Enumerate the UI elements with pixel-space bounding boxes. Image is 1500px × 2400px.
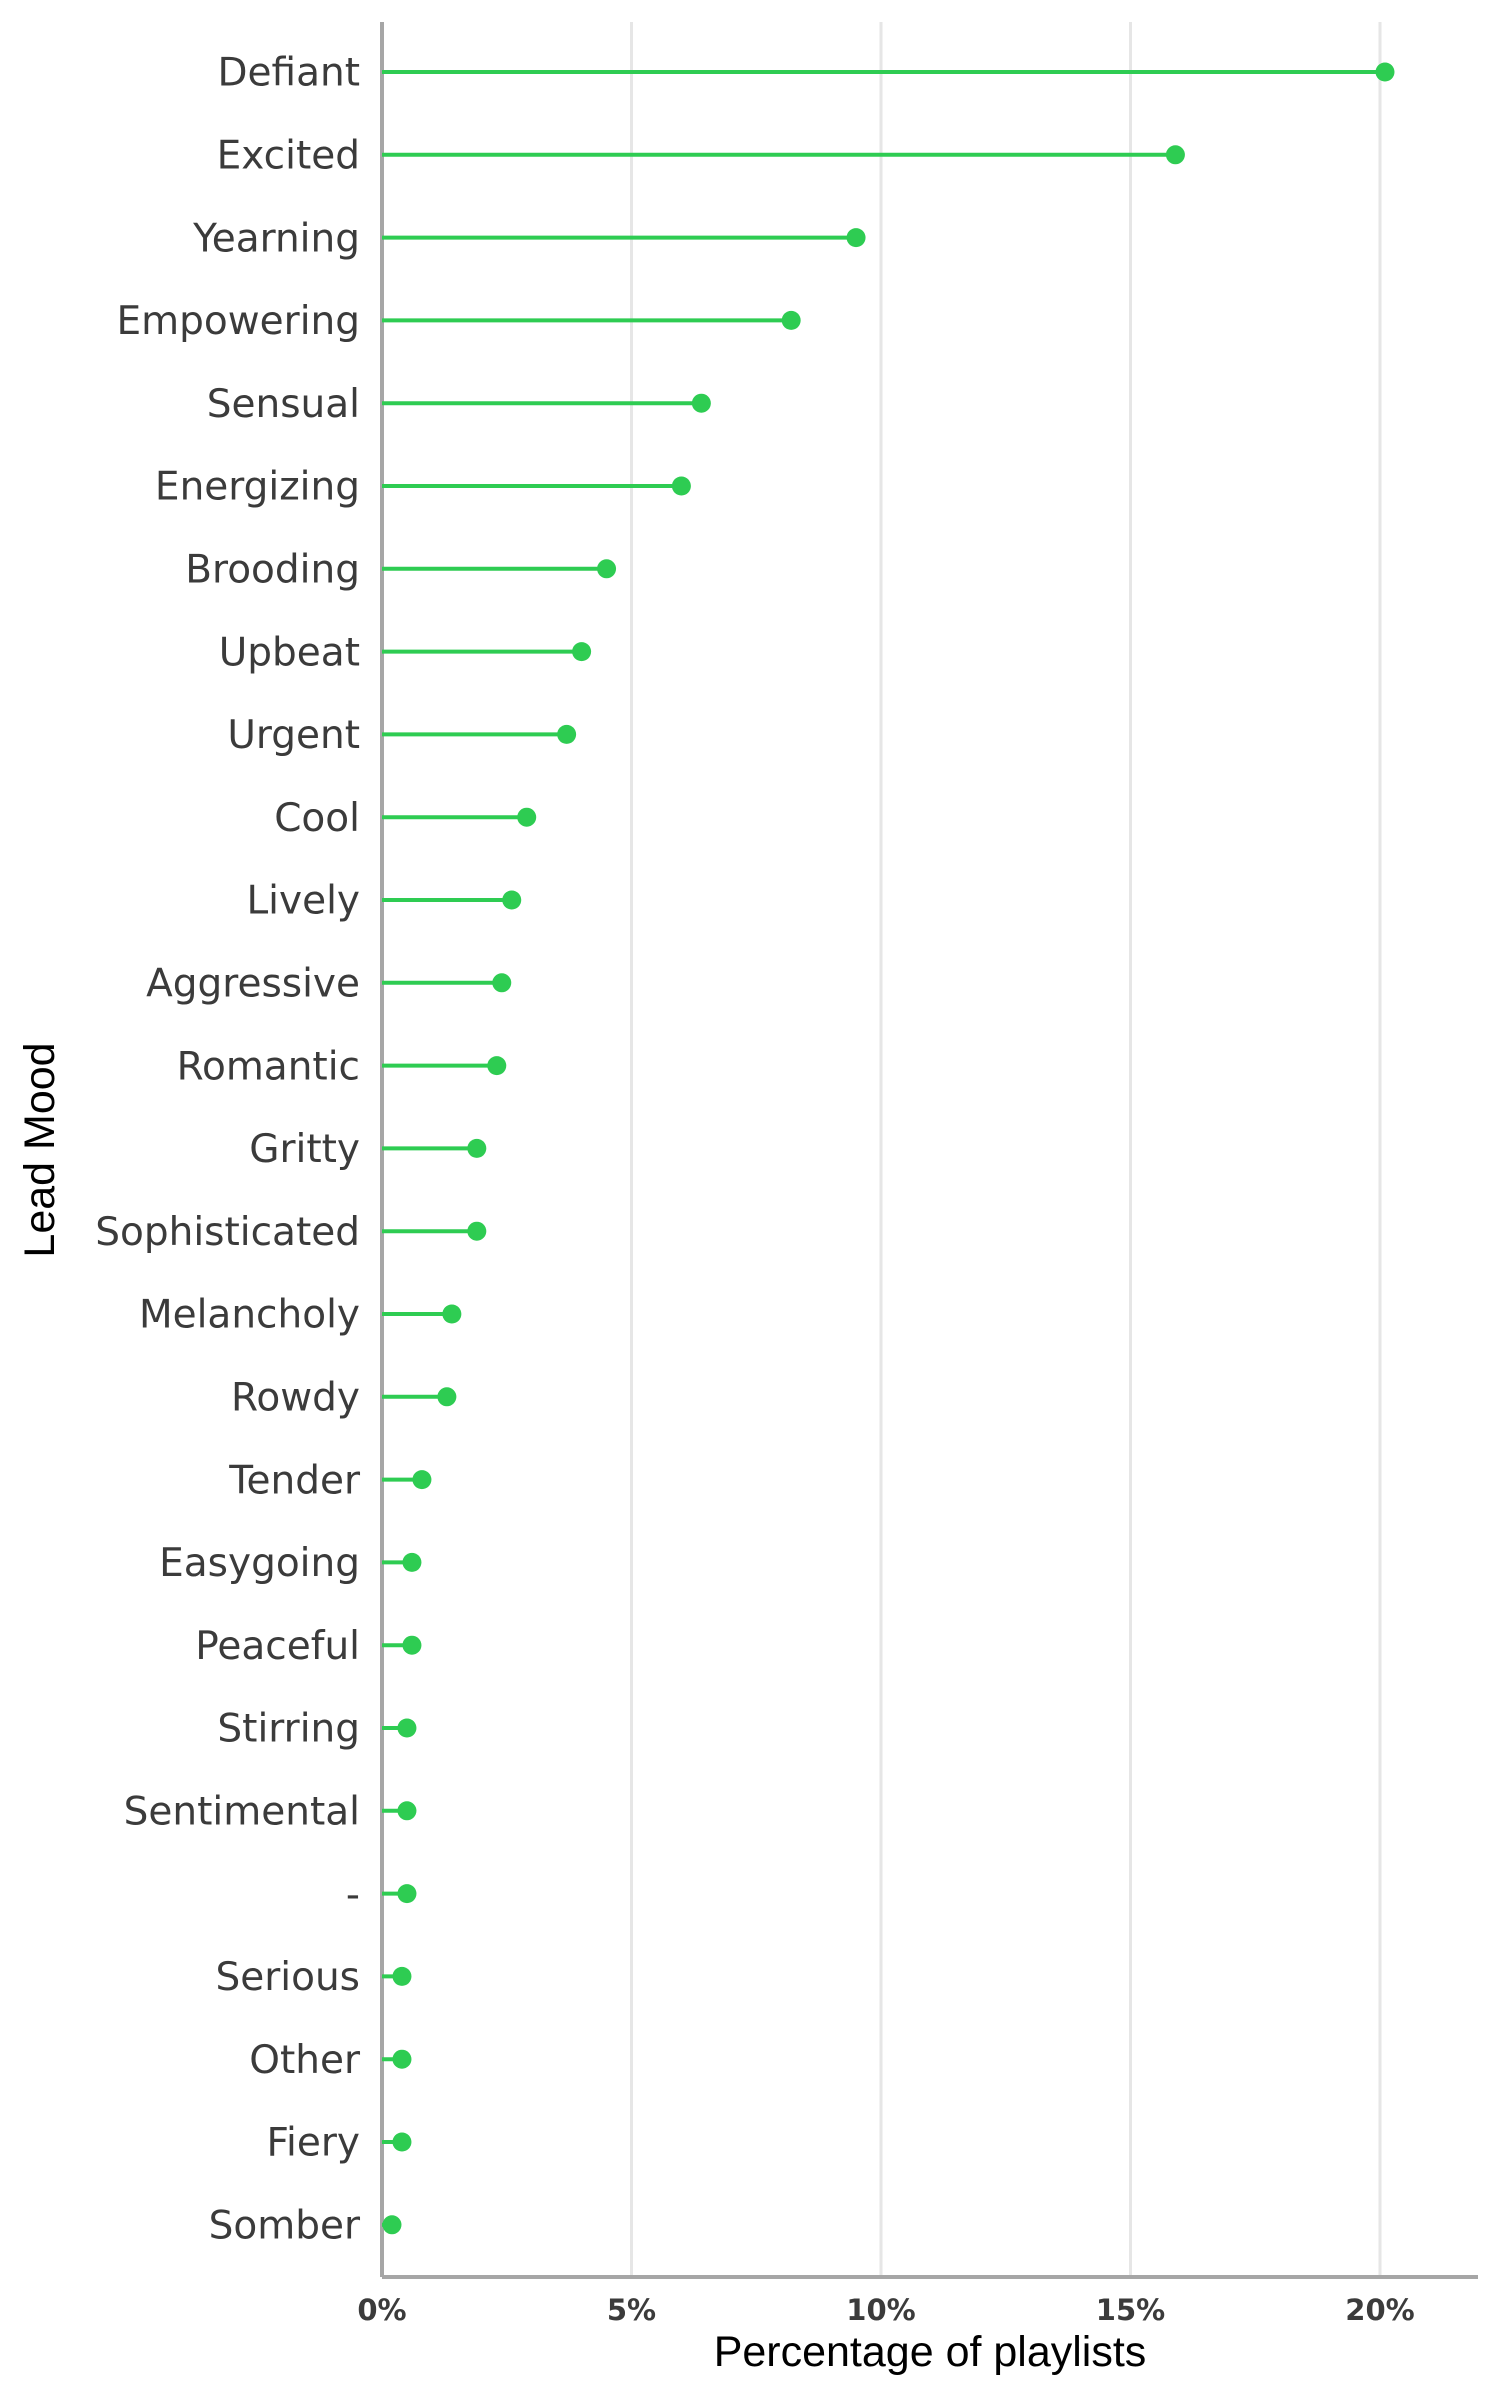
lollipop-point bbox=[557, 724, 577, 744]
x-axis-title: Percentage of playlists bbox=[714, 2328, 1147, 2376]
x-tick-labels: 0% 5% 10% 15% 20% bbox=[357, 2293, 1414, 2327]
lollipop-point bbox=[572, 642, 592, 662]
lollipop-point bbox=[392, 2132, 412, 2152]
category-label: Other bbox=[249, 2038, 361, 2083]
category-label: Urgent bbox=[227, 713, 360, 758]
x-tick-label: 15% bbox=[1096, 2293, 1165, 2327]
category-label: Lively bbox=[246, 879, 360, 924]
category-label: Energizing bbox=[155, 465, 360, 510]
category-label: Gritty bbox=[249, 1127, 360, 1172]
lollipop-point bbox=[597, 559, 617, 579]
category-label: Sophisticated bbox=[95, 1210, 360, 1255]
category-label: Stirring bbox=[217, 1707, 360, 1752]
category-label: Sentimental bbox=[124, 1789, 360, 1834]
x-tick-label: 20% bbox=[1345, 2293, 1414, 2327]
category-label: Excited bbox=[217, 133, 360, 178]
lollipop-point bbox=[397, 1718, 417, 1738]
lollipop-point bbox=[392, 2049, 412, 2069]
points bbox=[382, 62, 1395, 2235]
lollipop-point bbox=[517, 807, 537, 827]
lollipop-point bbox=[1165, 145, 1185, 165]
lollipop-point bbox=[392, 1966, 412, 1986]
category-label: Empowering bbox=[117, 299, 360, 344]
category-label: Cool bbox=[274, 796, 360, 841]
gridlines bbox=[630, 22, 1382, 2275]
category-label: Peaceful bbox=[195, 1624, 360, 1669]
x-tick-label: 5% bbox=[607, 2293, 656, 2327]
lollipop-point bbox=[781, 310, 801, 330]
lollipop-point bbox=[467, 1221, 487, 1241]
lollipop-point bbox=[467, 1138, 487, 1158]
lollipop-point bbox=[671, 476, 691, 496]
lollipop-point bbox=[846, 228, 866, 248]
category-label: Upbeat bbox=[219, 630, 360, 675]
lollipop-point bbox=[397, 1801, 417, 1821]
lollipop-point bbox=[1375, 62, 1395, 82]
stems bbox=[382, 70, 1385, 2227]
category-label: Romantic bbox=[177, 1044, 360, 1089]
category-label: Melancholy bbox=[139, 1293, 360, 1338]
lollipop-point bbox=[691, 393, 711, 413]
lollipop-point bbox=[487, 1056, 507, 1076]
category-label: Somber bbox=[209, 2203, 361, 2248]
lollipop-point bbox=[397, 1884, 417, 1904]
lollipop-point bbox=[382, 2215, 402, 2235]
y-axis-title: Lead Mood bbox=[16, 1042, 64, 1257]
category-label: Sensual bbox=[207, 382, 360, 427]
lollipop-point bbox=[402, 1635, 422, 1655]
category-label: Defiant bbox=[218, 51, 361, 96]
category-label: - bbox=[346, 1872, 360, 1917]
lollipop-point bbox=[402, 1552, 422, 1572]
x-tick-label: 10% bbox=[846, 2293, 915, 2327]
lollipop-point bbox=[437, 1387, 457, 1407]
category-label: Aggressive bbox=[146, 961, 360, 1006]
category-label: Brooding bbox=[185, 547, 360, 592]
category-label: Tender bbox=[228, 1458, 361, 1503]
lollipop-point bbox=[412, 1470, 432, 1490]
category-labels: Defiant Excited Yearning Empowering Sensual E… bbox=[95, 51, 361, 2249]
lollipop-point bbox=[442, 1304, 462, 1324]
lollipop-point bbox=[492, 973, 512, 993]
x-tick-label: 0% bbox=[357, 2293, 406, 2327]
lollipop-point bbox=[502, 890, 522, 910]
category-label: Yearning bbox=[192, 216, 360, 261]
category-label: Rowdy bbox=[231, 1375, 360, 1420]
category-label: Easygoing bbox=[159, 1541, 360, 1586]
category-label: Fiery bbox=[266, 2121, 360, 2166]
category-label: Serious bbox=[215, 1955, 360, 2000]
